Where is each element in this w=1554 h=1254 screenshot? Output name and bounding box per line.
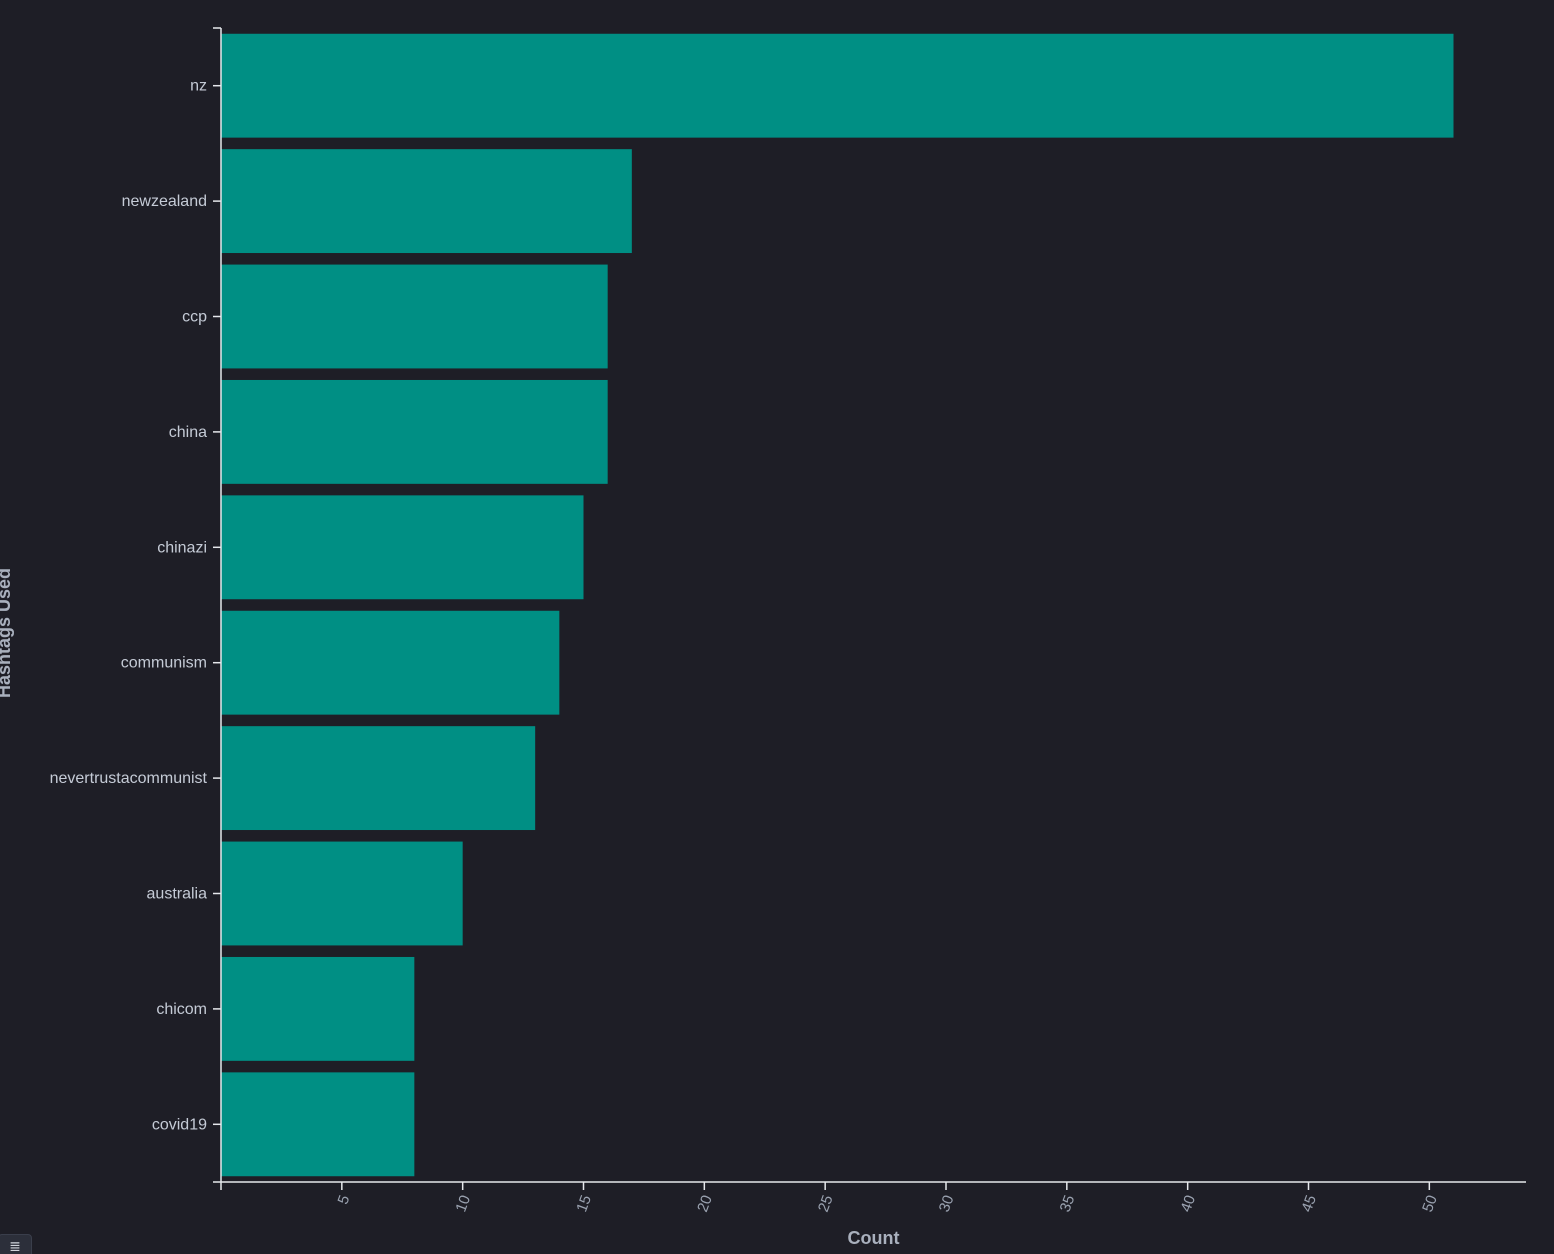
x-axis-title: Count (848, 1228, 900, 1248)
x-tick-label-20: 20 (694, 1193, 716, 1214)
bar-chinazi[interactable] (221, 495, 584, 600)
bar-nz[interactable] (221, 33, 1454, 138)
bar-chicom[interactable] (221, 956, 415, 1061)
x-tick-label-10: 10 (452, 1193, 474, 1214)
bar-communism[interactable] (221, 610, 560, 715)
x-tick-label-40: 40 (1177, 1193, 1199, 1214)
x-tick-label-30: 30 (936, 1193, 958, 1214)
x-tick-label-5: 5 (334, 1193, 353, 1207)
bar-china[interactable] (221, 379, 608, 484)
y-tick-label-newzealand: newzealand (122, 193, 207, 210)
x-tick-label-50: 50 (1419, 1193, 1441, 1214)
y-tick-label-china: china (169, 424, 207, 441)
y-tick-label-covid19: covid19 (152, 1116, 207, 1133)
bar-newzealand[interactable] (221, 149, 632, 254)
x-axis: 5 10 15 20 25 30 35 40 45 50 (220, 1181, 1526, 1214)
y-tick-label-nevertrustacommunist: nevertrustacommunist (50, 770, 208, 787)
y-tick-label-communism: communism (121, 655, 207, 672)
list-icon[interactable]: ≣ (0, 1234, 32, 1254)
bar-australia[interactable] (221, 841, 463, 946)
y-axis: nz newzealand ccp china chinazi communism neve… (50, 27, 222, 1183)
bar-ccp[interactable] (221, 264, 608, 369)
bar-covid19[interactable] (221, 1072, 415, 1177)
y-tick-label-nz: nz (190, 78, 207, 95)
y-tick-label-chicom: chicom (156, 1001, 207, 1018)
y-tick-label-ccp: ccp (182, 309, 207, 326)
bar-nevertrustacommunist[interactable] (221, 726, 536, 831)
y-tick-label-australia: australia (147, 886, 208, 903)
x-tick-label-45: 45 (1298, 1193, 1320, 1214)
x-tick-label-35: 35 (1057, 1193, 1079, 1214)
y-axis-title: Hashtags Used (0, 568, 14, 698)
y-tick-label-chinazi: chinazi (157, 539, 207, 556)
bars-layer (221, 33, 1454, 1177)
x-tick-label-25: 25 (815, 1193, 837, 1214)
x-tick-label-15: 15 (573, 1193, 595, 1214)
